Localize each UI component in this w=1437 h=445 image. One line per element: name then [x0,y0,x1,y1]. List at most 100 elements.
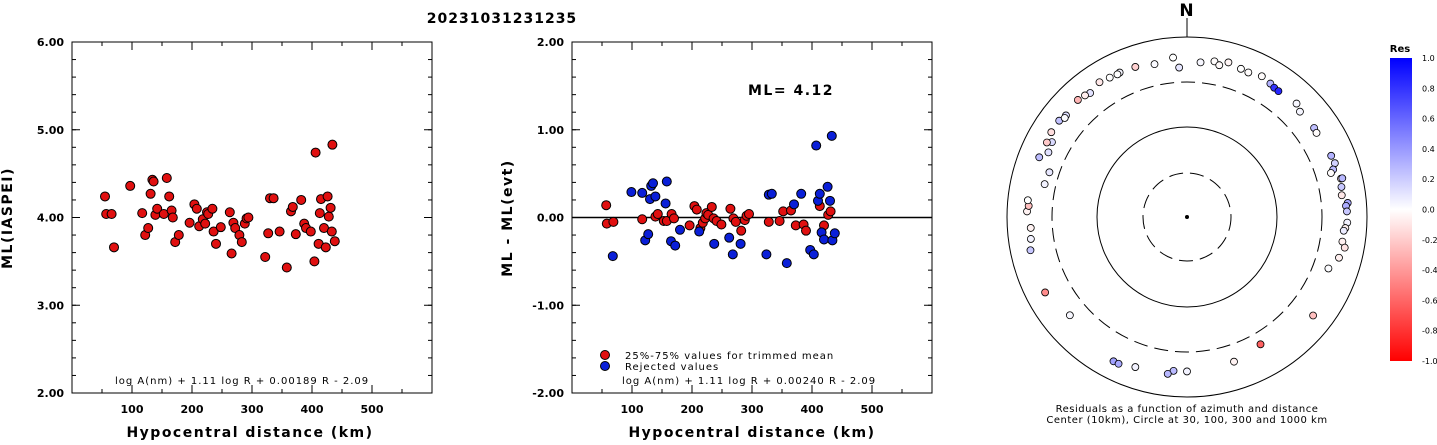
y-tick-label: 2.00 [537,36,564,49]
data-point [774,216,785,227]
residual-point [1150,60,1159,69]
residual-point [1274,87,1283,96]
y-tick-label: 5.00 [37,124,64,137]
colorbar-tick-label: -1.0 [1422,357,1437,366]
x-tick-label: 300 [741,403,764,416]
data-point [801,225,811,236]
y-tick-label: 3.00 [37,299,64,312]
residual-point [1183,367,1191,376]
data-point [825,195,835,206]
data-point [829,228,840,239]
caption-line-1: Residuals as a function of azimuth and d… [1056,404,1319,415]
residual-point [1041,288,1050,297]
legend-label-trimmed: 25%-75% values for trimmed mean [625,351,834,362]
data-point [735,238,746,249]
legend-marker-rejected [600,361,610,371]
colorbar-tick-label: 0.4 [1422,145,1435,154]
residual-point [1292,99,1301,108]
data-point [226,248,237,259]
data-point [274,226,285,237]
data-point [200,218,211,229]
data-point [326,226,337,237]
data-point [709,238,720,249]
data-point [694,226,705,237]
y-tick-label: -2.00 [532,387,564,400]
y-axis-label: ML - ML(evt) [500,159,516,276]
data-point [290,229,301,240]
x-tick-label: 500 [861,403,884,416]
colorbar-tick-label: -0.6 [1422,296,1437,305]
residual-point [1244,68,1253,77]
data-point [808,249,819,260]
data-point [161,173,172,184]
residual-point [1312,128,1321,137]
data-point [607,251,618,262]
residual-point [1045,168,1054,177]
data-point [789,199,799,210]
data-point [207,203,218,214]
residual-point [1175,63,1184,72]
residual-point [1330,159,1339,168]
residual-point [1327,151,1336,160]
residual-point [1163,369,1172,378]
x-tick-label: 500 [361,403,384,416]
colorbar-tick-label: -0.8 [1422,327,1437,336]
data-point [724,232,735,243]
chart-ml-vs-distance: 100 200 300 400 500 2.00 3.00 4.00 5.00 6.00 log … [0,36,433,441]
data-point [309,256,320,267]
data-point [761,249,772,260]
data-point [106,208,117,219]
data-point [725,203,736,214]
data-point [109,242,119,253]
figure-title: 20231031231235 [427,11,577,27]
data-point [825,206,836,217]
data-point [744,208,754,219]
data-point [320,242,331,253]
colorbar-tick-label: 1.0 [1422,54,1435,63]
residual-point [1224,58,1233,67]
data-point [608,216,619,227]
residual-point [1343,207,1351,216]
residual-point [1081,91,1089,100]
data-point [164,191,175,202]
center-point [1185,215,1189,219]
residual-point [1230,357,1238,366]
data-point [224,207,235,218]
residual-point [1215,61,1224,70]
data-point [814,188,825,199]
data-point [736,225,747,236]
residual-point [1023,196,1032,205]
data-point [669,213,679,224]
residual-point [1337,183,1346,191]
data-point [660,198,671,209]
residual-point [1114,359,1123,368]
colorbar-tick-label: 0.6 [1422,115,1435,124]
data-point [811,140,822,151]
y-tick-label: 1.00 [537,124,564,137]
north-label: N [1179,1,1194,21]
residual-point [1060,114,1069,122]
legend-marker-trimmed [600,350,610,360]
data-point [296,194,307,205]
residual-point [1105,73,1114,82]
data-point [281,262,292,273]
x-tick-label: 400 [801,403,824,416]
data-point [100,191,110,202]
residual-point [1026,224,1035,232]
data-point [125,180,136,191]
residual-point [1026,235,1035,243]
data-point [781,258,792,269]
x-tick-label: 100 [621,403,644,416]
residual-point [1309,311,1318,320]
data-point [626,187,637,198]
data-point [763,216,774,227]
data-point [314,208,325,219]
data-point [325,202,336,213]
data-point [601,200,612,211]
data-point [184,217,195,228]
data-point [637,214,648,225]
legend-label-rejected: Rejected values [625,362,719,373]
data-point [215,222,226,233]
data-point [260,251,271,262]
